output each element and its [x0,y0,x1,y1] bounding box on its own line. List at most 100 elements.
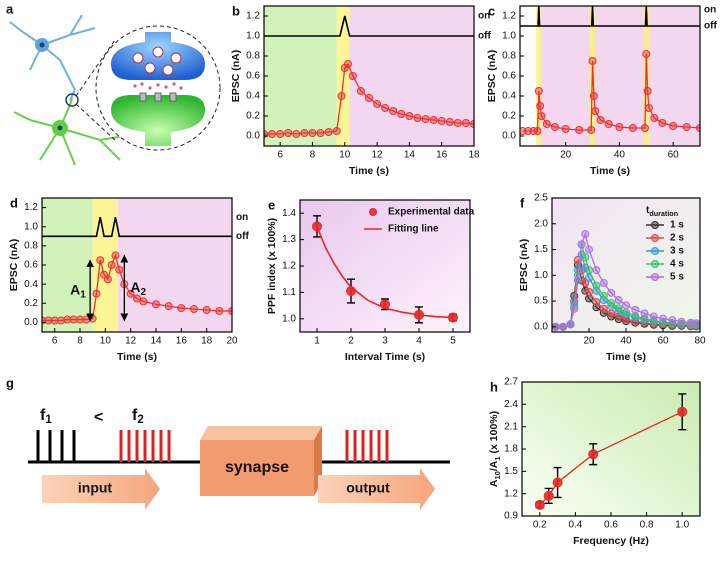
data-point [543,490,554,501]
x-axis-label: Time (s) [590,165,630,177]
data-point [292,130,301,138]
data-point [429,116,438,124]
y-axis-label: EPSC (nA) [486,50,498,103]
x-tick-label: 12 [125,336,137,347]
data-point [69,315,78,324]
panel-a: a [6,1,221,166]
panel-label: a [6,1,14,16]
data-point [677,317,686,326]
data-point [397,110,406,118]
region [118,198,232,332]
legend-label: Experimental data [388,207,475,218]
data-point [177,304,186,313]
chart: c 20 40 60 0.0 0.2 0.4 0.6 0.8 1.0 1.2 Time (s) EPSC… [486,3,718,176]
data-point [57,316,65,325]
data-point [344,60,352,68]
pulse-train-f2 [119,430,171,462]
data-point [445,118,454,126]
subscript: 2 [140,287,146,298]
data-point [536,102,545,110]
x-tick-label: 18 [201,336,213,347]
series-line [42,216,232,238]
data-point [524,127,533,135]
data-point [570,304,579,313]
legend-marker [651,247,659,255]
chart: h 0.2 0.4 0.6 0.8 1.0 0.9 1.2 1.5 1.8 2.1 2.4 2.7 Fre… [488,377,701,547]
x-tick-label: 18 [468,150,480,161]
data-point [44,316,53,325]
y-tick-label: 1.4 [282,208,296,219]
legend-label: 5 s [670,272,684,283]
data-point [133,294,141,303]
y-axis-label: PPF index (x 100%) [266,218,278,314]
x-tick-label: 8 [310,150,316,161]
x-tick-label: 16 [436,150,448,161]
plot-content [534,393,688,510]
data-point [561,125,570,133]
panel-label: d [10,195,18,210]
subscript: 2 [137,414,143,426]
x-tick-label: 14 [404,150,416,161]
data-point [585,287,593,296]
x-tick-label: 5 [450,336,456,347]
data-point [631,305,640,314]
data-point [453,119,462,127]
y-tick-label: 0.2 [24,298,38,309]
y-tick-label: 1.0 [24,221,38,232]
x-tick-label: 8 [77,336,83,347]
legend-label: 3 s [670,246,684,257]
data-point [575,126,584,134]
y-tick-label: 1.2 [502,11,516,22]
x-tick-label: 80 [694,336,706,347]
data-point [284,129,293,137]
y-tick-label: 0.2 [246,111,260,122]
data-point [607,309,616,318]
data-point [111,251,120,260]
input-label: input [78,480,113,496]
data-point [268,130,277,138]
y-tick-label: 1.2 [282,261,296,272]
data-point [585,245,593,254]
synapse-box [200,440,314,496]
data-point [622,301,630,310]
panel-g: g f1 < f2 synapse input output [6,375,450,510]
legend-label: Fitting line [388,224,439,235]
region [264,6,337,146]
panel-label: c [488,3,495,18]
y-tick-label: 1.2 [246,11,260,22]
data-point [164,302,173,311]
y-tick-label: 2.0 [534,218,548,229]
data-point [63,315,72,324]
panel-label: b [232,3,240,18]
frequency-f2: f2 [132,407,144,426]
x-tick-label: 1 [314,336,320,347]
nucleus [57,125,63,131]
data-point [669,122,678,130]
legend-marker [651,273,659,281]
series-line [264,62,474,135]
vesicles [132,46,182,76]
legend-label: 1 s [670,220,684,231]
data-point [534,499,545,510]
y-tick-label: 0.4 [246,91,260,102]
data-point [587,126,596,134]
x-axis-label: Interval Time (s) [345,351,425,363]
x-tick-label: 12 [372,150,384,161]
data-point [607,299,616,308]
data-point [588,57,597,65]
x-tick-label: 16 [176,336,188,347]
text-part: /A [488,460,500,471]
pulse-train-f1 [36,430,76,462]
data-point [437,117,446,125]
data-point [614,296,623,305]
output-label: output [346,480,390,496]
plot-frame [551,197,701,333]
data-point [640,309,649,318]
x-tick-label: 0.4 [568,520,582,531]
data-point [615,123,624,131]
state-label: off [478,31,491,42]
text-part: A [130,279,140,295]
data-point [76,315,84,324]
y-tick-label: 0.6 [246,71,260,82]
y-tick-label: 2.1 [504,421,518,432]
